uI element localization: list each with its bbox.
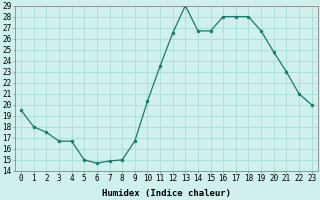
X-axis label: Humidex (Indice chaleur): Humidex (Indice chaleur) — [102, 189, 231, 198]
